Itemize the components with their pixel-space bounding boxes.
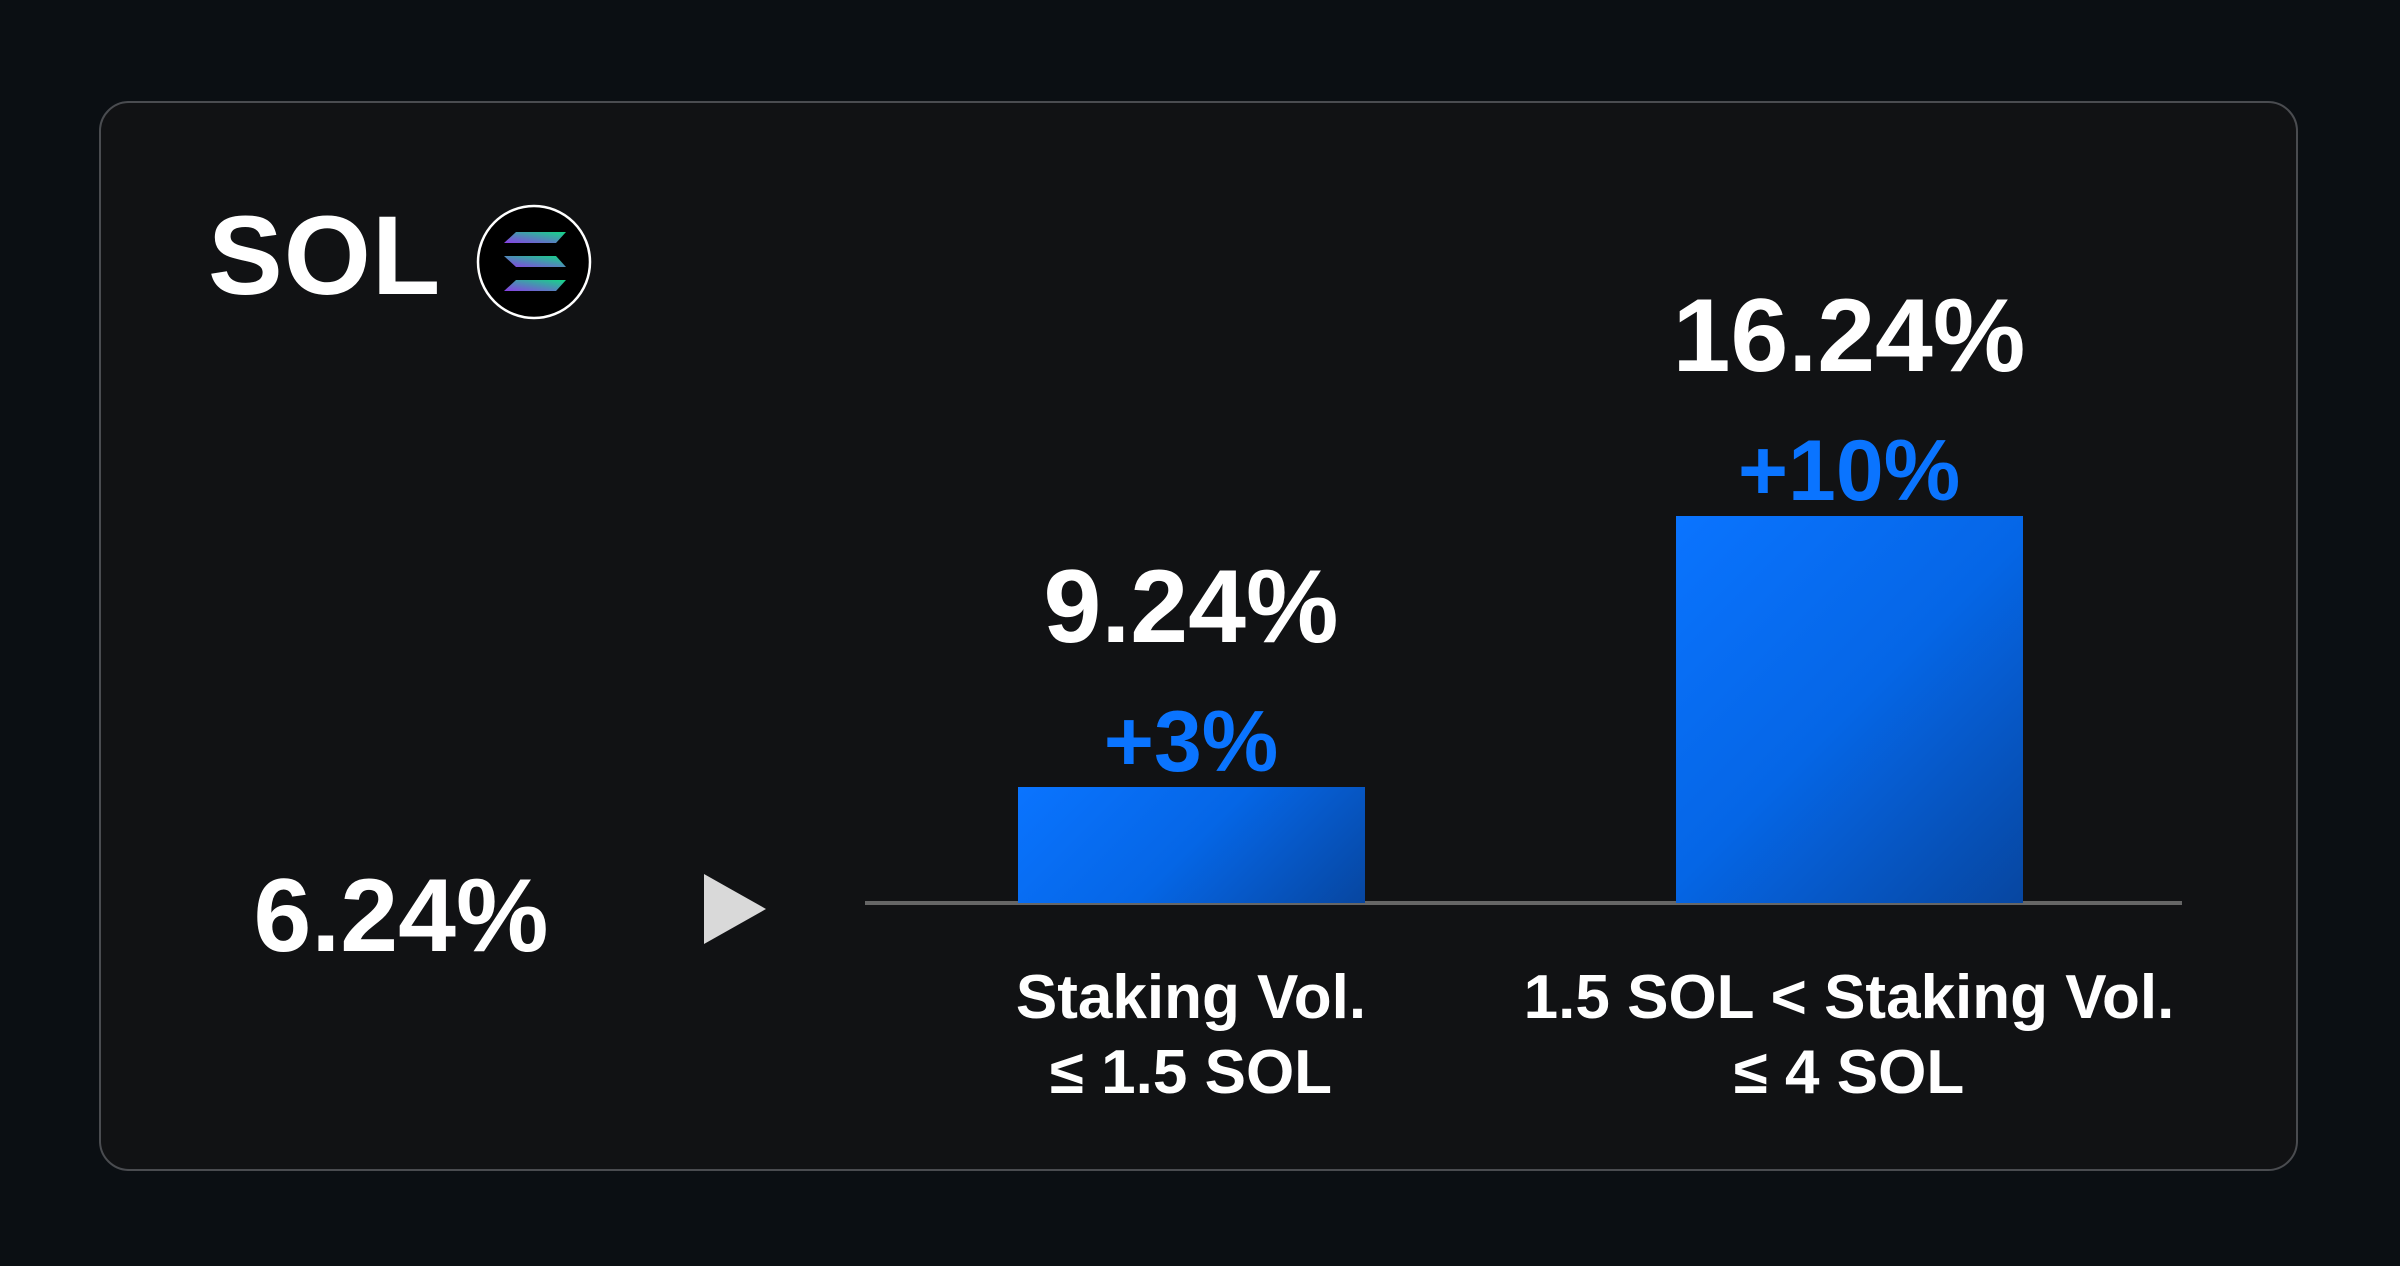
bonus-label: +10% <box>1737 423 1961 519</box>
bar-2 <box>1675 516 2023 903</box>
base-rate-label: 6.24% <box>253 858 549 974</box>
value-label: 16.24% <box>1672 278 2026 394</box>
bar-1 <box>1017 786 1365 903</box>
x-axis-line <box>865 901 2182 905</box>
bonus-label: +3% <box>1103 693 1279 790</box>
category-label-line: ≤ 1.5 SOL <box>1049 1038 1333 1107</box>
category-label-line: 1.5 SOL < Staking Vol. <box>1523 963 2175 1032</box>
arrow-right-icon <box>704 874 766 944</box>
solana-logo-icon <box>476 204 592 320</box>
category-label: Staking Vol. ≤ 1.5 SOL <box>1016 960 1366 1110</box>
category-label: 1.5 SOL < Staking Vol. ≤ 4 SOL <box>1524 960 2175 1110</box>
category-label-line: ≤ 4 SOL <box>1733 1038 1965 1107</box>
value-label: 9.24% <box>1043 548 1339 665</box>
category-label-line: Staking Vol. <box>1015 963 1367 1032</box>
chart-title: SOL <box>208 193 442 318</box>
